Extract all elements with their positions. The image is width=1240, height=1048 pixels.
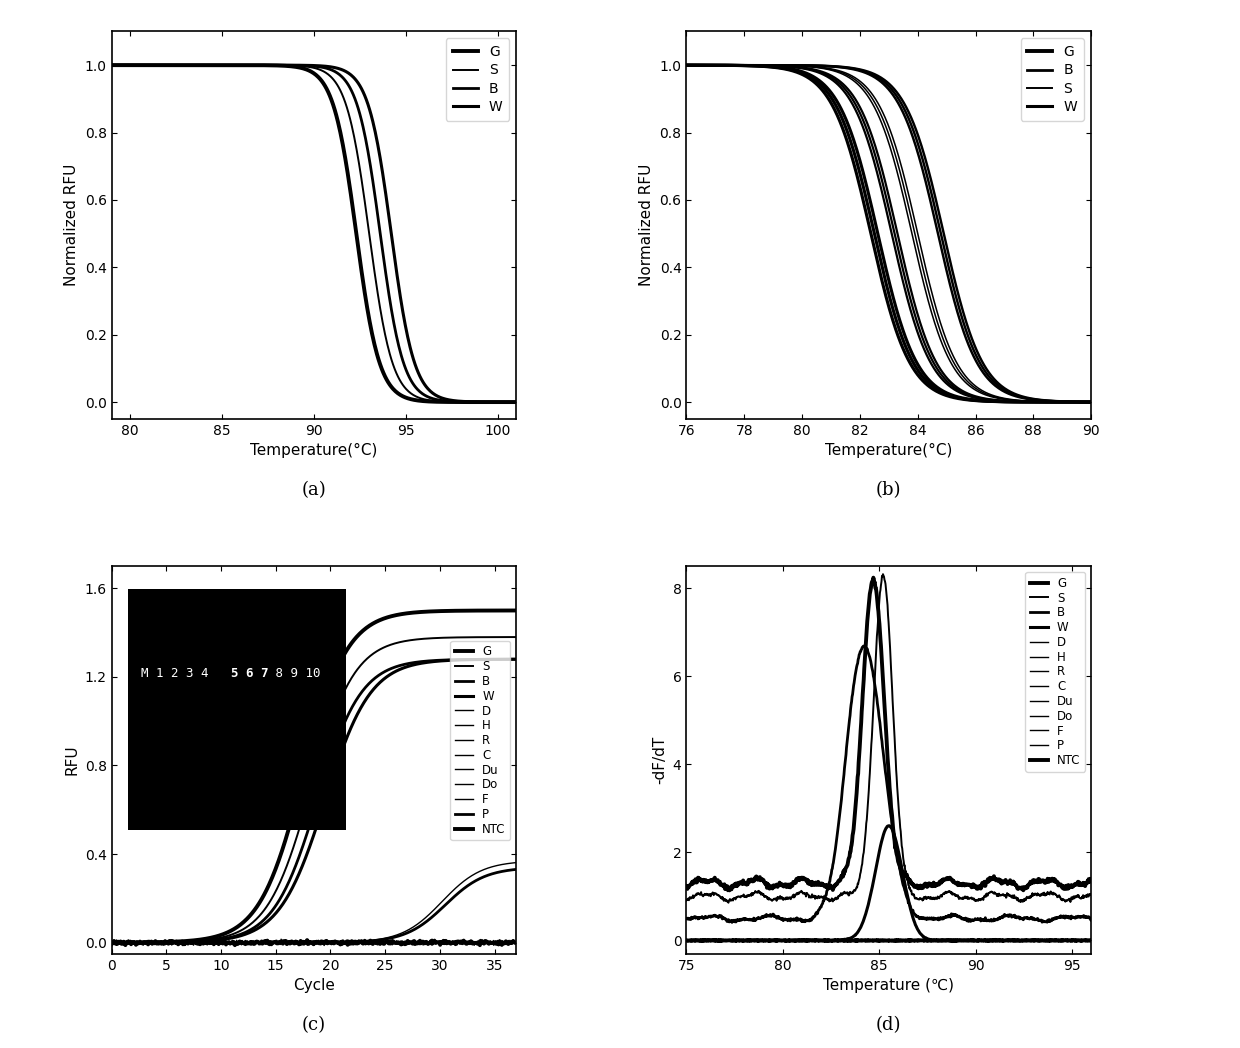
Legend: G, B, S, W: G, B, S, W [1021,39,1084,121]
Legend: G, S, B, W: G, S, B, W [445,39,510,121]
Y-axis label: -dF/dT: -dF/dT [652,736,667,784]
Legend: G, S, B, W, D, H, R, C, Du, Do, F, P, NTC: G, S, B, W, D, H, R, C, Du, Do, F, P, NT… [450,640,511,840]
Text: (c): (c) [301,1016,326,1033]
Text: (a): (a) [301,481,326,499]
X-axis label: Temperature (℃): Temperature (℃) [823,978,955,994]
Y-axis label: Normalized RFU: Normalized RFU [64,163,79,286]
Text: (d): (d) [875,1016,901,1033]
Legend: G, S, B, W, D, H, R, C, Du, Do, F, P, NTC: G, S, B, W, D, H, R, C, Du, Do, F, P, NT… [1025,572,1085,771]
X-axis label: Temperature(°C): Temperature(°C) [250,443,378,458]
Y-axis label: Normalized RFU: Normalized RFU [639,163,653,286]
Text: (b): (b) [875,481,901,499]
X-axis label: Cycle: Cycle [293,978,335,994]
Y-axis label: RFU: RFU [64,745,79,776]
X-axis label: Temperature(°C): Temperature(°C) [825,443,952,458]
